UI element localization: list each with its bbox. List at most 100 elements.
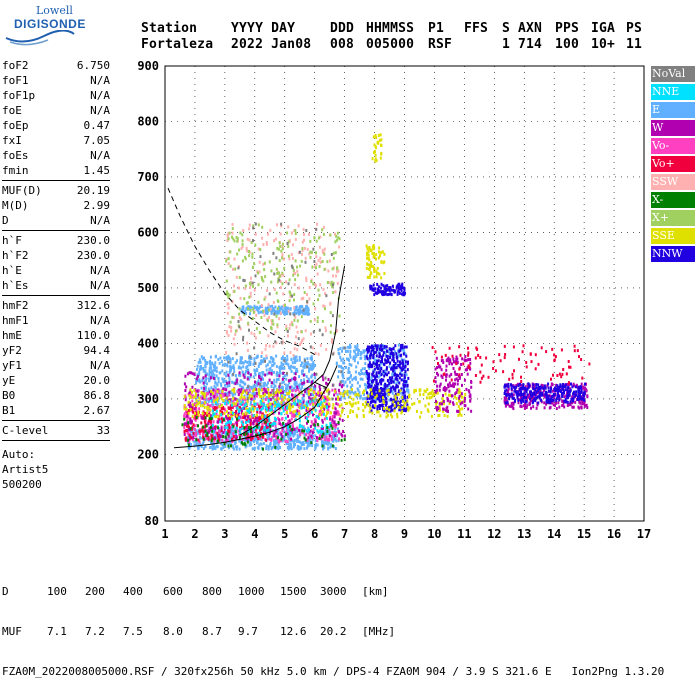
echo-point	[406, 400, 408, 403]
echo-point	[539, 393, 541, 396]
echo-point	[381, 283, 383, 286]
echo-point	[289, 409, 291, 412]
echo-point	[372, 157, 374, 160]
echo-point	[335, 440, 337, 443]
echo-point	[262, 280, 264, 283]
echo-point	[558, 398, 560, 401]
echo-point	[282, 292, 284, 295]
echo-point	[240, 367, 242, 370]
echo-point	[341, 403, 343, 406]
echo-point	[564, 395, 566, 398]
echo-point	[336, 362, 338, 365]
echo-point	[252, 422, 254, 425]
echo-point	[184, 375, 186, 378]
echo-point	[199, 368, 201, 371]
echo-point	[230, 361, 232, 364]
echo-point	[227, 421, 229, 424]
echo-point	[260, 400, 262, 403]
echo-point	[336, 270, 338, 273]
echo-point	[258, 432, 260, 435]
echo-point	[516, 396, 518, 399]
echo-point	[246, 302, 248, 305]
echo-point	[586, 394, 588, 397]
echo-point	[284, 396, 286, 399]
echo-point	[362, 391, 364, 394]
echo-point	[232, 444, 234, 447]
echo-point	[293, 299, 295, 302]
echo-point	[286, 411, 288, 414]
echo-point	[247, 349, 249, 352]
echo-point	[309, 286, 311, 289]
echo-point	[457, 414, 459, 417]
echo-point	[319, 410, 321, 413]
echo-point	[508, 388, 510, 391]
echo-point	[293, 354, 295, 357]
echo-point	[461, 396, 463, 399]
echo-point	[330, 311, 332, 314]
echo-point	[374, 150, 376, 153]
echo-point	[239, 316, 241, 319]
echo-point	[246, 391, 248, 394]
echo-point	[234, 442, 236, 445]
echo-point	[292, 323, 294, 326]
echo-point	[235, 427, 237, 430]
echo-point	[239, 384, 241, 387]
echo-point	[222, 390, 224, 393]
echo-point	[323, 253, 325, 256]
echo-point	[548, 390, 550, 393]
echo-point	[298, 429, 300, 432]
echo-point	[183, 414, 185, 417]
echo-points-layer	[182, 133, 591, 450]
echo-point	[299, 356, 301, 359]
echo-point	[298, 224, 300, 227]
echo-point	[534, 388, 536, 391]
echo-point	[367, 247, 369, 250]
echo-point	[278, 317, 280, 320]
echo-point	[407, 377, 409, 380]
echo-point	[259, 248, 261, 251]
echo-point	[279, 245, 281, 248]
echo-point	[332, 415, 334, 418]
echo-point	[368, 257, 370, 260]
echo-point	[260, 427, 262, 430]
echo-point	[387, 289, 389, 292]
echo-point	[372, 348, 374, 351]
echo-point	[301, 442, 303, 445]
echo-point	[529, 402, 531, 405]
echo-point	[301, 429, 303, 432]
echo-point	[216, 410, 218, 413]
echo-point	[253, 262, 255, 265]
echo-point	[456, 402, 458, 405]
echo-point	[271, 312, 273, 315]
echo-point	[292, 243, 294, 246]
echo-point	[338, 352, 340, 355]
echo-point	[407, 389, 409, 392]
echo-point	[354, 393, 356, 396]
echo-point	[246, 342, 248, 345]
echo-point	[222, 446, 224, 449]
echo-point	[383, 261, 385, 264]
echo-point	[363, 414, 365, 417]
echo-point	[258, 283, 260, 286]
echo-point	[309, 444, 311, 447]
echo-point	[217, 440, 219, 443]
echo-point	[189, 405, 191, 408]
echo-point	[303, 394, 305, 397]
echo-point	[380, 399, 382, 402]
echo-point	[291, 393, 293, 396]
echo-point	[519, 389, 521, 392]
echo-point	[272, 423, 274, 426]
echo-point	[196, 368, 198, 371]
echo-point	[373, 244, 375, 247]
echo-point	[378, 364, 380, 367]
echo-point	[230, 421, 232, 424]
echo-point	[261, 237, 263, 240]
echo-point	[271, 385, 273, 388]
echo-point	[208, 387, 210, 390]
echo-point	[394, 395, 396, 398]
echo-point	[329, 446, 331, 449]
echo-point	[244, 404, 246, 407]
echo-point	[187, 439, 189, 442]
echo-point	[322, 396, 324, 399]
echo-cluster-nnw	[369, 283, 406, 297]
